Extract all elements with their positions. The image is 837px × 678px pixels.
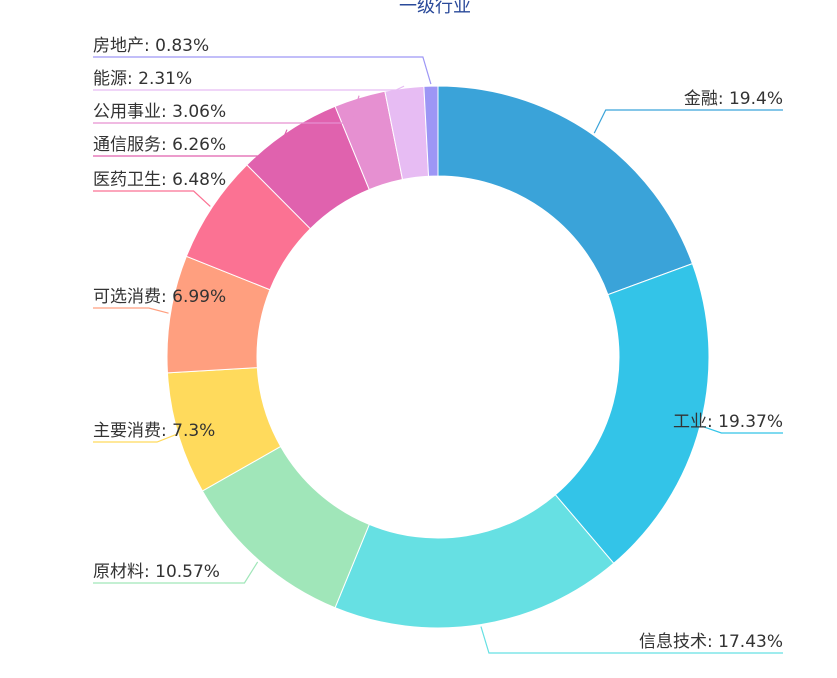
leader-line-医药卫生: [93, 190, 211, 207]
leader-line-原材料: [93, 561, 259, 584]
slice-label-医药卫生: 医药卫生: 6.48%: [93, 170, 226, 190]
slice-label-原材料: 原材料: 10.57%: [93, 562, 220, 582]
leader-line-通信服务: [93, 129, 288, 157]
slice-房地产[interactable]: [423, 85, 439, 177]
chart-title: 一级行业: [399, 0, 471, 17]
slice-labels-layer: 金融: 19.4% 工业: 19.37% 信息技术: 17.43% 原材料: 10.5…: [93, 36, 783, 652]
slice-label-信息技术: 信息技术: 17.43%: [639, 632, 783, 652]
slice-label-房地产: 房地产: 0.83%: [93, 36, 209, 56]
leader-line-工业: [701, 425, 783, 434]
leader-line-主要消费: [93, 433, 177, 443]
slice-label-公用事业: 公用事业: 3.06%: [93, 102, 226, 122]
leader-line-可选消费: [93, 307, 169, 314]
leader-line-信息技术: [480, 626, 783, 654]
slice-label-通信服务: 通信服务: 6.26%: [93, 135, 226, 155]
slice-label-金融: 金融: 19.4%: [684, 89, 783, 109]
slice-工业[interactable]: [554, 262, 710, 564]
leader-line-能源: [93, 85, 405, 91]
slice-label-工业: 工业: 19.37%: [673, 412, 783, 432]
slices-layer: [166, 85, 710, 629]
slice-信息技术[interactable]: [334, 494, 615, 629]
leader-line-房地产: [93, 56, 432, 85]
leader-line-金融: [593, 109, 783, 134]
leader-line-公用事业: [93, 95, 360, 124]
slice-label-能源: 能源: 2.31%: [93, 69, 192, 89]
leader-lines-layer: [93, 56, 783, 654]
slice-label-主要消费: 主要消费: 7.3%: [93, 421, 215, 441]
slice-label-可选消费: 可选消费: 6.99%: [93, 287, 226, 307]
slice-金融[interactable]: [437, 85, 694, 296]
